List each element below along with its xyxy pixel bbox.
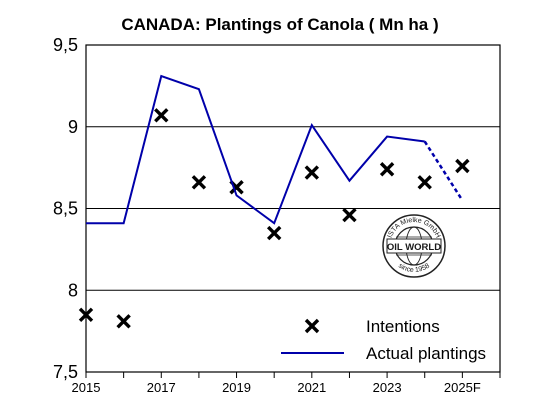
y-tick-label-0: 7,5 [53, 362, 78, 382]
intention-point-stroke-b [116, 314, 131, 329]
intention-point-2024 [417, 175, 432, 190]
intention-point-stroke-b [304, 165, 320, 180]
intention-point-stroke-b [266, 225, 282, 241]
axes [85, 44, 501, 378]
intention-point-2018 [191, 175, 207, 190]
y-tick-label-2: 8,5 [53, 199, 78, 219]
y-axis-tick-labels: 7,5 8 8,5 9 9,5 [53, 35, 78, 382]
intention-point-stroke-b [154, 108, 169, 123]
intention-point-2021 [304, 165, 320, 180]
intention-point-2017 [154, 108, 169, 123]
intention-point-stroke-b [455, 158, 470, 174]
legend-label-0: Intentions [366, 317, 440, 336]
intention-point-2022 [342, 207, 357, 223]
intention-point-stroke-b [379, 162, 395, 177]
intention-point-stroke-b [417, 175, 432, 190]
data-series [78, 74, 470, 329]
logo-center-text: OIL WORLD [387, 242, 441, 253]
x-tick-label-2: 2019 [222, 380, 251, 395]
intention-point-stroke-b [191, 175, 207, 190]
x-tick-label-5: 2025F [444, 380, 481, 395]
y-tick-label-1: 8 [68, 280, 78, 300]
oil-world-logo: OIL WORLD ISTA Mielke GmbH since 1958 [382, 214, 446, 278]
series-line-actual-plantings-forecast [423, 140, 464, 201]
intention-point-2016 [116, 314, 131, 329]
chart-title: CANADA: Plantings of Canola ( Mn ha ) [121, 15, 438, 34]
legend-swatch-stroke-b [304, 318, 320, 334]
x-tick-label-0: 2015 [72, 380, 101, 395]
x-tick-label-4: 2023 [373, 380, 402, 395]
intention-point-stroke-b [78, 307, 94, 322]
intention-point-2025 [455, 158, 470, 174]
intention-point-2020 [266, 225, 282, 241]
chart-legend: Intentions Actual plantings [281, 317, 486, 363]
x-tick-label-3: 2021 [297, 380, 326, 395]
legend-swatch-intentions [304, 318, 320, 334]
plot-frame [85, 44, 501, 373]
logo-bottom-text-path: since 1958 [397, 262, 431, 274]
y-tick-label-3: 9 [68, 117, 78, 137]
x-axis-tick-labels: 2015 2017 2019 2021 2023 2025F [72, 380, 481, 395]
y-tick-label-4: 9,5 [53, 35, 78, 55]
legend-label-1: Actual plantings [366, 344, 486, 363]
x-tick-label-1: 2017 [147, 380, 176, 395]
logo-banner [386, 238, 442, 254]
intention-point-2023 [379, 162, 395, 177]
series-line-actual-plantings [86, 74, 425, 225]
logo-bottom-text: since 1958 [397, 262, 431, 274]
intention-point-stroke-b [229, 180, 244, 195]
intention-point-2015 [78, 307, 94, 322]
intention-point-stroke-b [342, 207, 357, 223]
